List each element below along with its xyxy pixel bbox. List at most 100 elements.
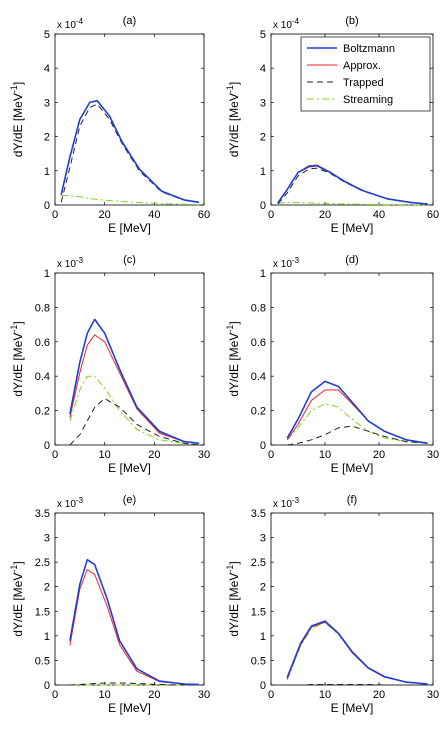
y-tick-label: 3.5 <box>251 508 266 520</box>
panel-f: 0 10 20 30 0 0.5 1 1.5 2 2.5 3 3.5 x 10-3 (f) E [MeV] d… <box>225 494 439 715</box>
x-tick-label: 30 <box>198 449 210 461</box>
panel-b: 0 20 40 60 0 1 2 3 4 5 x 10-4 (b) E [MeV] dY/dE [MeV-… <box>225 15 439 235</box>
exponent-power: -3 <box>292 496 300 505</box>
y-tick-label: 0.4 <box>251 371 266 383</box>
panel-label: (e) <box>123 494 136 506</box>
y-axis-label: dY/dE [MeV-1] <box>225 561 241 636</box>
y-tick-label: 3 <box>260 97 266 109</box>
x-axis-label: E [MeV] <box>108 221 151 235</box>
y-tick-label: 0 <box>44 680 50 692</box>
x-tick-label: 0 <box>52 689 58 701</box>
y-tick-label: 2.5 <box>251 557 266 569</box>
panel-label: (a) <box>123 15 136 27</box>
panel-d: 0 10 20 30 0 0.2 0.4 0.6 0.8 1 x 10-3 (d) E [MeV] dY/… <box>225 254 439 475</box>
legend-label: Approx. <box>343 60 381 72</box>
plot-frame <box>270 272 434 446</box>
y-tick-label: 0.2 <box>251 406 266 418</box>
plot-frame <box>270 33 434 206</box>
x-tick-label: 20 <box>373 449 385 461</box>
y-tick-label: 4 <box>260 63 266 75</box>
y-axis-label-end: ] <box>227 82 241 85</box>
series-line-boltzmann <box>60 99 200 204</box>
exponent-label: x 10-3 <box>57 256 84 270</box>
y-tick-label: 2 <box>44 582 50 594</box>
x-axis-label: E [MeV] <box>331 461 374 475</box>
y-tick-label: 3.5 <box>35 508 50 520</box>
y-tick-label: 3 <box>44 97 50 109</box>
panel-c: 0 10 20 30 0 0.2 0.4 0.6 0.8 1 x 10-3 (c) E [MeV] dY/… <box>9 254 210 475</box>
x-tick-label: 30 <box>198 689 210 701</box>
y-tick-label: 3 <box>260 533 266 545</box>
y-tick-label: 2.5 <box>35 557 50 569</box>
y-tick-label: 2 <box>260 582 266 594</box>
series-line-boltzmann <box>69 558 200 686</box>
y-tick-label: 0.4 <box>35 371 50 383</box>
y-tick-label: 0 <box>44 440 50 452</box>
y-tick-label: 2 <box>44 132 50 144</box>
exponent-label: x 10-4 <box>273 17 300 31</box>
panel-a: 0 20 40 60 0 1 2 3 4 5 x 10-4 (a) E [MeV] dY/dE [MeV-… <box>9 15 210 235</box>
legend: Boltzmann Approx. Trapped Streaming <box>300 36 431 112</box>
x-tick-label: 0 <box>52 209 58 221</box>
y-tick-label: 4 <box>44 63 50 75</box>
plot-frame <box>54 33 205 206</box>
y-tick-label: 0 <box>260 200 266 212</box>
y-tick-label: 1 <box>44 268 50 280</box>
x-tick-label: 40 <box>373 209 385 221</box>
series-line-trapped <box>69 398 200 446</box>
x-tick-label: 30 <box>427 449 439 461</box>
x-tick-label: 60 <box>427 209 439 221</box>
panel-label: (c) <box>123 254 136 266</box>
y-axis-label: dY/dE [MeV-1] <box>9 561 25 636</box>
panel-e: 0 10 20 30 0 0.5 1 1.5 2 2.5 3 3.5 x 10-3 (e) E [MeV] d… <box>9 494 210 715</box>
y-tick-label: 5 <box>44 29 50 41</box>
panel-label: (f) <box>347 494 357 506</box>
y-tick-label: 1 <box>44 166 50 178</box>
y-tick-label: 1 <box>260 631 266 643</box>
x-tick-label: 10 <box>99 689 111 701</box>
x-tick-label: 20 <box>319 209 331 221</box>
exponent-label: x 10-3 <box>273 256 300 270</box>
y-tick-label: 0.8 <box>35 302 50 314</box>
y-axis-label-exponent: -1 <box>9 85 19 93</box>
x-tick-label: 20 <box>99 209 111 221</box>
series-line-streaming <box>69 375 200 446</box>
x-tick-label: 40 <box>148 209 160 221</box>
y-axis-label: dY/dE [MeV-1] <box>9 321 25 396</box>
y-axis-label-exponent: -1 <box>9 325 19 333</box>
exponent-power: -4 <box>76 17 84 26</box>
plot-frame <box>54 272 205 446</box>
x-tick-label: 10 <box>319 689 331 701</box>
y-tick-label: 3 <box>44 533 50 545</box>
x-tick-label: 20 <box>373 689 385 701</box>
legend-label: Boltzmann <box>343 43 395 55</box>
y-tick-label: 1 <box>260 166 266 178</box>
exponent-power: -3 <box>76 496 84 505</box>
series-line-trapped <box>69 682 199 686</box>
exponent-power: -4 <box>292 17 300 26</box>
y-tick-label: 1.5 <box>251 606 266 618</box>
y-tick-label: 1 <box>44 631 50 643</box>
y-axis-label: dY/dE [MeV-1] <box>225 82 241 157</box>
x-tick-label: 20 <box>148 449 160 461</box>
plot-frame <box>54 512 205 686</box>
exponent-label: x 10-3 <box>273 496 300 510</box>
series-line-trapped <box>287 425 428 446</box>
series-line-boltzmann <box>286 620 428 685</box>
x-axis-label: E [MeV] <box>108 701 151 715</box>
panel-label: (d) <box>345 254 358 266</box>
series-line-approx <box>69 569 200 685</box>
x-tick-label: 0 <box>268 209 274 221</box>
y-axis-label-end: ] <box>11 321 25 324</box>
series-line-approx <box>69 334 200 444</box>
panel-label: (b) <box>345 15 358 27</box>
legend-label: Streaming <box>343 94 393 106</box>
y-axis-label: dY/dE [MeV-1] <box>225 321 241 396</box>
exponent-label: x 10-4 <box>57 17 84 31</box>
y-axis-label: dY/dE [MeV-1] <box>9 82 25 157</box>
x-tick-label: 20 <box>148 689 160 701</box>
y-axis-label-end: ] <box>227 321 241 324</box>
x-axis-label: E [MeV] <box>108 461 151 475</box>
